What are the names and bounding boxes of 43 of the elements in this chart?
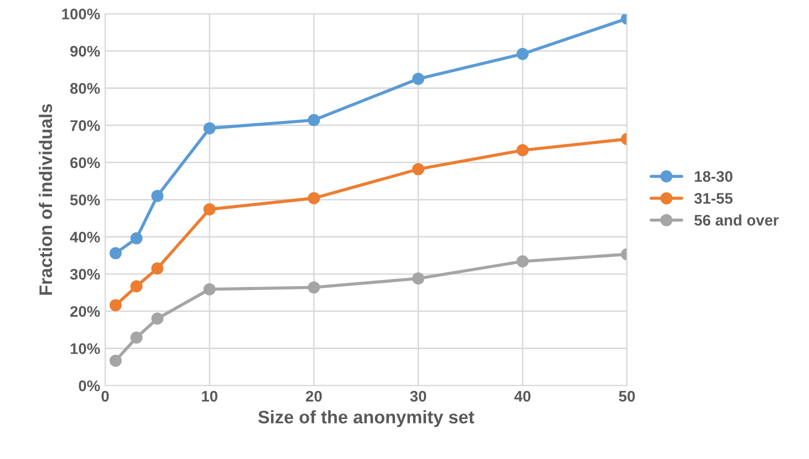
- point: [516, 255, 529, 268]
- legend-label: 18-30: [694, 171, 732, 182]
- point: [130, 280, 143, 292]
- point: [151, 262, 164, 275]
- y-tick-label: 10%: [70, 343, 100, 354]
- x-tick-label: 30: [410, 390, 426, 402]
- point: [151, 312, 164, 325]
- point: [412, 163, 424, 176]
- point: [308, 114, 320, 126]
- x-tick-label: 0: [102, 390, 109, 402]
- x-tick-label: 20: [306, 390, 322, 402]
- x-tick-label: 40: [514, 390, 530, 402]
- y-tick-label: 50%: [70, 194, 100, 206]
- point: [412, 72, 424, 85]
- y-axis-title: Fraction of individuals: [38, 104, 52, 295]
- legend-label: 31-55: [694, 192, 733, 204]
- point: [130, 332, 143, 344]
- point: [203, 203, 216, 216]
- point: [151, 190, 164, 202]
- y-tick-label: 60%: [70, 157, 100, 168]
- point: [516, 48, 529, 60]
- y-tick-label: 80%: [70, 82, 100, 94]
- point: [412, 272, 424, 285]
- x-tick-label: 50: [618, 390, 635, 402]
- y-tick-label: 100%: [62, 8, 100, 20]
- legend-label: 56 and over: [694, 214, 779, 226]
- point: [110, 299, 122, 312]
- point: [516, 144, 529, 156]
- point: [130, 232, 143, 244]
- point: [110, 354, 122, 367]
- y-tick-label: 90%: [70, 46, 100, 57]
- point: [203, 283, 216, 296]
- y-tick-label: 40%: [70, 232, 100, 243]
- y-tick-label: 0%: [78, 380, 100, 392]
- y-tick-label: 30%: [70, 268, 100, 280]
- point: [308, 281, 320, 294]
- x-axis-title: Size of the anonymity set: [258, 410, 474, 428]
- point: [110, 247, 122, 260]
- y-tick-label: 20%: [70, 306, 100, 317]
- point: [203, 122, 216, 134]
- x-tick-label: 10: [202, 390, 218, 402]
- point: [308, 192, 320, 204]
- y-tick-label: 70%: [70, 120, 100, 131]
